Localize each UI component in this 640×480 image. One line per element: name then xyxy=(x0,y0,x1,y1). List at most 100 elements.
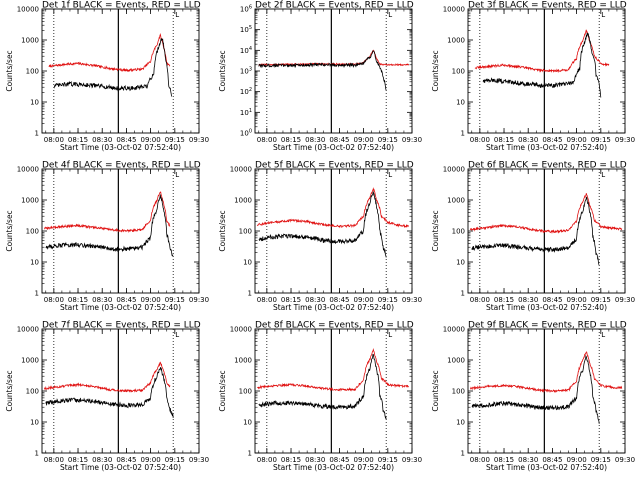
x-tick-label: 08:30 xyxy=(92,296,112,304)
x-axis-label: Start Time (03-Oct-02 07:52:40) xyxy=(60,143,181,152)
y-tick-label: 100 xyxy=(239,228,252,236)
plot-frame xyxy=(467,328,626,454)
y-tick-label: 1 xyxy=(35,130,39,138)
x-tick-label: 08:30 xyxy=(518,456,538,464)
x-tick-label: 09:30 xyxy=(402,136,422,144)
x-tick-label: 08:15 xyxy=(68,456,88,464)
y-tick-label: 10000 xyxy=(443,6,465,14)
x-tick-label: 09:30 xyxy=(402,456,422,464)
series-red-line xyxy=(469,350,623,393)
y-axis-label: Counts/sec xyxy=(431,210,440,251)
x-tick-label: 08:15 xyxy=(494,296,514,304)
y-tick-label: 10000 xyxy=(17,6,39,14)
series-red-line xyxy=(257,348,409,392)
series-group xyxy=(44,191,174,257)
y-tick-label: 1 xyxy=(248,290,252,298)
y-tick-label: 10000 xyxy=(17,326,39,334)
chart-panel-9: Det 9f BLACK = Events, RED = LLD 1 10 100 10… xyxy=(431,321,635,473)
series-black-line xyxy=(258,191,387,258)
x-tick-label: 09:30 xyxy=(189,296,209,304)
chart-title: Det 2f BLACK = Events, RED = LLD xyxy=(255,1,414,11)
x-tick-label: 09:15 xyxy=(378,296,398,304)
x-tick-label: 08:30 xyxy=(305,136,325,144)
x-axis-label: Start Time (03-Oct-02 07:52:40) xyxy=(60,303,181,312)
chart-panel-8: Det 8f BLACK = Events, RED = LLD 1 10 100 10… xyxy=(218,321,422,473)
y-tick-label: 1000 xyxy=(234,197,252,205)
lld-marker-label: L xyxy=(601,11,605,19)
plot-frame xyxy=(41,8,200,134)
y-tick-label: 1000 xyxy=(21,37,39,45)
y-tick-label: 1 xyxy=(461,450,465,458)
chart-panel-4: Det 4f BLACK = Events, RED = LLD 1 10 100 10… xyxy=(5,161,209,313)
y-tick-label: 105 xyxy=(240,25,252,34)
series-black-line xyxy=(258,50,387,91)
x-tick-label: 08:30 xyxy=(518,136,538,144)
y-axis-label: Counts/sec xyxy=(5,370,14,411)
x-axis-label: Start Time (03-Oct-02 07:52:40) xyxy=(486,463,607,472)
x-axis-label: Start Time (03-Oct-02 07:52:40) xyxy=(273,143,394,152)
y-tick-label: 10000 xyxy=(230,166,252,174)
x-tick-label: 09:15 xyxy=(591,456,611,464)
chart-title: Det 5f BLACK = Events, RED = LLD xyxy=(255,161,414,171)
x-tick-label: 08:00 xyxy=(470,296,490,304)
x-tick-label: 09:00 xyxy=(567,296,587,304)
chart-panel-1: Det 1f BLACK = Events, RED = LLD 1 10 100 10… xyxy=(5,1,209,153)
x-tick-label: 08:45 xyxy=(329,296,349,304)
x-tick-label: 08:30 xyxy=(92,456,112,464)
x-tick-label: 09:00 xyxy=(141,296,161,304)
plot-frame xyxy=(467,8,626,134)
chart-title: Det 1f BLACK = Events, RED = LLD xyxy=(42,1,201,11)
y-tick-label: 10000 xyxy=(230,326,252,334)
lld-marker-label: L xyxy=(175,331,179,339)
series-red-line xyxy=(474,29,610,74)
x-tick-label: 08:00 xyxy=(257,296,277,304)
y-tick-label: 100 xyxy=(452,228,465,236)
x-tick-label: 08:15 xyxy=(68,136,88,144)
chart-title: Det 6f BLACK = Events, RED = LLD xyxy=(468,161,627,171)
chart-panel-6: Det 6f BLACK = Events, RED = LLD 1 10 100 10… xyxy=(431,161,635,313)
series-red-line xyxy=(43,361,171,394)
series-red-line xyxy=(469,193,623,234)
chart-title: Det 9f BLACK = Events, RED = LLD xyxy=(468,321,627,331)
y-tick-label: 1000 xyxy=(447,37,465,45)
y-tick-label: 1000 xyxy=(21,197,39,205)
y-tick-label: 104 xyxy=(240,46,252,55)
x-tick-label: 09:30 xyxy=(615,136,635,144)
series-group xyxy=(43,361,174,418)
chart-panel-7: Det 7f BLACK = Events, RED = LLD 1 10 100 10… xyxy=(5,321,209,473)
lld-marker-label: L xyxy=(388,171,392,179)
series-group xyxy=(474,29,610,98)
x-tick-label: 09:00 xyxy=(141,456,161,464)
y-tick-label: 1 xyxy=(248,450,252,458)
chart-panel-3: Det 3f BLACK = Events, RED = LLD 1 10 100 10… xyxy=(431,1,635,153)
chart-title: Det 3f BLACK = Events, RED = LLD xyxy=(468,1,627,11)
series-group xyxy=(469,350,623,424)
y-tick-label: 10000 xyxy=(443,166,465,174)
plot-frame xyxy=(254,168,413,294)
y-axis-label: Counts/sec xyxy=(218,50,227,91)
series-black-line xyxy=(258,353,387,420)
chart-title: Det 4f BLACK = Events, RED = LLD xyxy=(42,161,201,171)
y-tick-label: 100 xyxy=(239,388,252,396)
x-tick-label: 08:45 xyxy=(542,296,562,304)
x-tick-label: 08:45 xyxy=(116,456,136,464)
x-tick-label: 09:15 xyxy=(591,296,611,304)
y-axis-label: Counts/sec xyxy=(218,210,227,251)
x-tick-label: 09:30 xyxy=(615,296,635,304)
y-tick-label: 100 xyxy=(26,68,39,76)
x-tick-label: 09:30 xyxy=(615,456,635,464)
series-black-line xyxy=(471,354,600,424)
x-axis-label: Start Time (03-Oct-02 07:52:40) xyxy=(273,463,394,472)
x-tick-label: 08:30 xyxy=(92,136,112,144)
y-tick-label: 100 xyxy=(26,388,39,396)
plot-frame xyxy=(41,168,200,294)
y-tick-label: 1000 xyxy=(447,357,465,365)
x-tick-label: 08:30 xyxy=(305,456,325,464)
x-tick-label: 08:15 xyxy=(281,296,301,304)
x-tick-label: 08:15 xyxy=(494,456,514,464)
y-tick-label: 102 xyxy=(240,87,252,96)
series-red-line xyxy=(48,32,171,73)
series-group xyxy=(256,187,410,258)
x-tick-label: 09:15 xyxy=(378,456,398,464)
y-axis-label: Counts/sec xyxy=(431,50,440,91)
